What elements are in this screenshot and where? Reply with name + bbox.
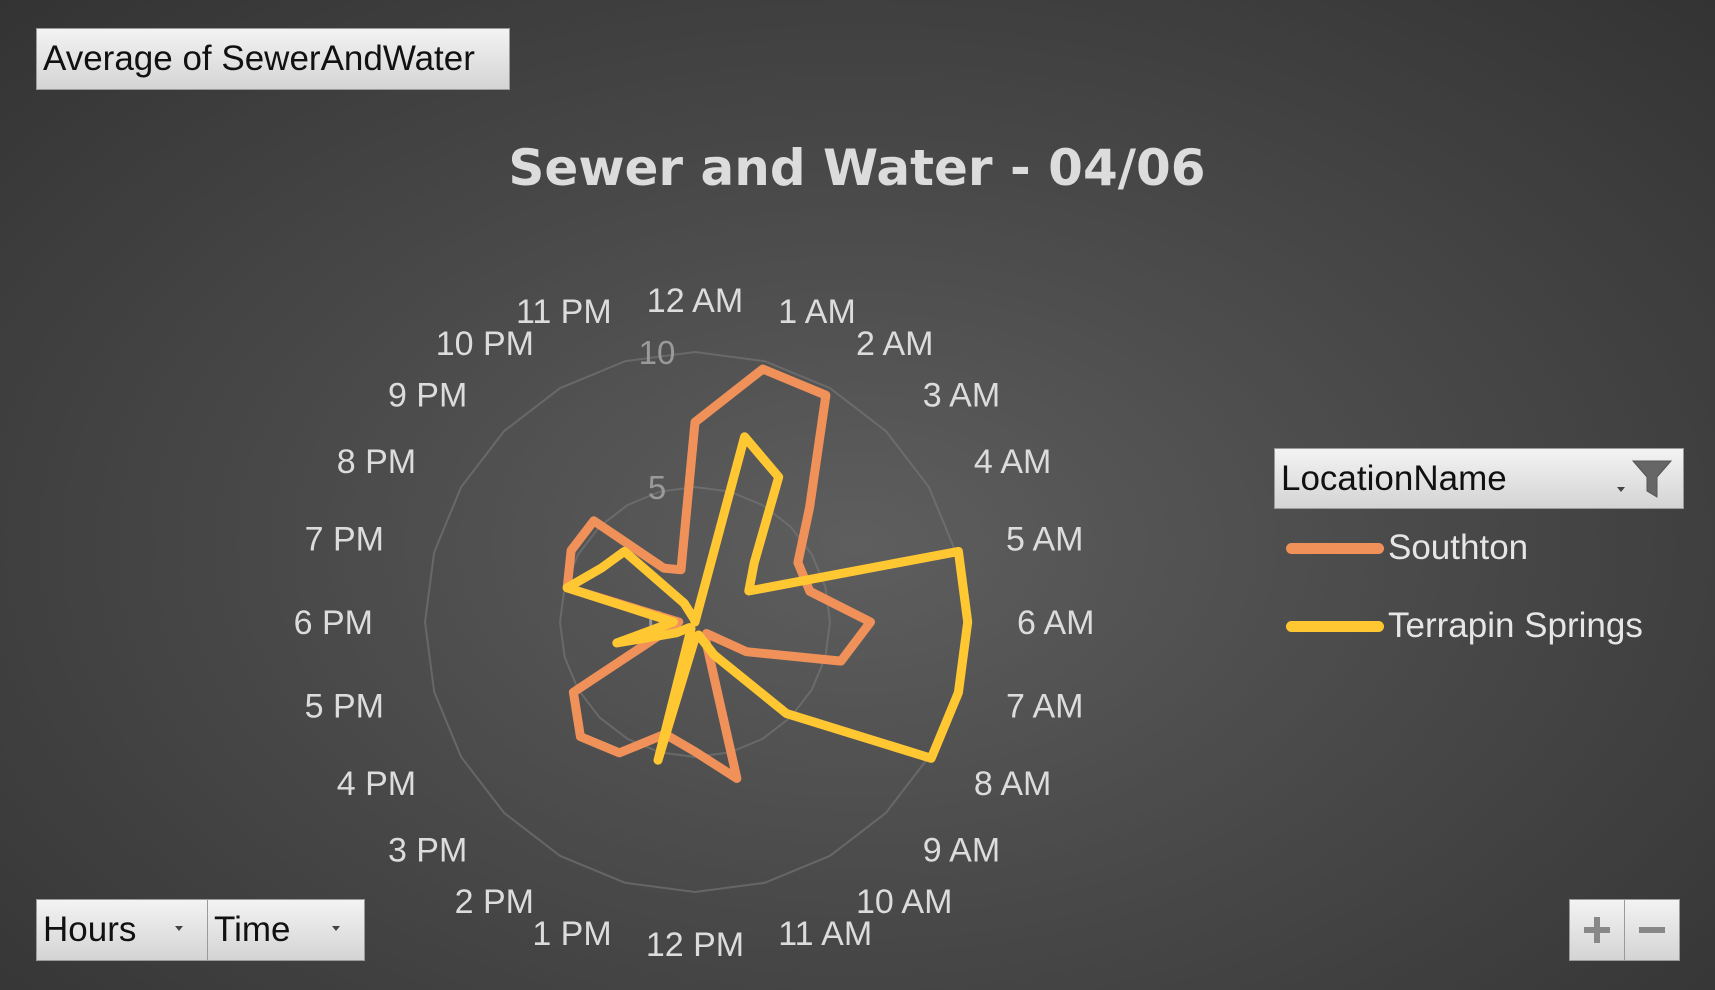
category-label: 6 AM xyxy=(1017,604,1094,642)
value-field-button[interactable]: Average of SewerAndWater xyxy=(36,28,510,90)
time-field-label: Time xyxy=(214,910,291,949)
filter-icon[interactable] xyxy=(1631,459,1673,499)
legend-swatch xyxy=(1286,543,1384,554)
grid-ring xyxy=(423,350,967,894)
category-label: 10 PM xyxy=(436,325,534,363)
radial-tick-label: 5 xyxy=(648,469,666,506)
dropdown-arrow-icon xyxy=(175,926,183,931)
value-field-label: Average of SewerAndWater xyxy=(43,39,475,78)
category-label: 12 AM xyxy=(647,282,743,320)
location-field-button[interactable]: LocationName xyxy=(1274,448,1684,509)
category-label: 9 AM xyxy=(923,832,1000,870)
hours-field-button[interactable]: Hours xyxy=(36,899,208,961)
hours-field-label: Hours xyxy=(43,910,137,949)
category-label: 4 AM xyxy=(974,443,1051,481)
radial-tick-label: 10 xyxy=(639,334,676,371)
category-label: 2 AM xyxy=(856,325,933,363)
category-label: 11 PM xyxy=(516,293,612,331)
category-label: 6 PM xyxy=(294,604,373,642)
radar-grid xyxy=(423,350,967,894)
plus-icon xyxy=(1584,917,1610,943)
category-labels: 12 AM 1 AM2 AM 3 AM 4 AM 5 AM 6 AM 7 AM 8 AM 9 A… xyxy=(294,282,1095,964)
location-field-label: LocationName xyxy=(1281,459,1507,498)
category-label: 1 PM xyxy=(532,915,611,953)
category-label: 10 AM xyxy=(856,883,952,921)
grid-ring xyxy=(558,485,832,759)
category-label: 7 AM xyxy=(1006,687,1083,725)
category-label: 3 AM xyxy=(923,376,1000,414)
minus-icon xyxy=(1639,927,1665,933)
category-label: 7 PM xyxy=(305,521,384,559)
dropdown-arrow-icon xyxy=(332,926,340,931)
collapse-field-button[interactable] xyxy=(1624,899,1680,961)
category-label: 1 AM xyxy=(778,293,855,331)
category-label: 8 AM xyxy=(974,765,1051,803)
legend-label: Southton xyxy=(1388,528,1529,567)
category-label: 8 PM xyxy=(337,443,416,481)
series-line-terrapin-springs xyxy=(562,432,973,765)
category-label: 5 PM xyxy=(305,687,384,725)
chart-title: Sewer and Water - 04/06 xyxy=(508,139,1205,197)
category-label: 2 PM xyxy=(455,883,534,921)
time-field-button[interactable]: Time xyxy=(207,899,365,961)
category-label: 11 AM xyxy=(778,915,872,953)
series-line-southton xyxy=(562,364,875,783)
legend-swatch xyxy=(1286,621,1384,632)
legend-label: Terrapin Springs xyxy=(1388,606,1643,645)
category-label: 12 PM xyxy=(646,926,744,964)
series-lines xyxy=(562,364,973,783)
expand-field-button[interactable] xyxy=(1569,899,1625,961)
category-label: 4 PM xyxy=(337,765,416,803)
category-label: 9 PM xyxy=(388,376,467,414)
dropdown-arrow-icon xyxy=(1617,487,1625,492)
category-label: 5 AM xyxy=(1006,521,1083,559)
category-label: 3 PM xyxy=(388,832,467,870)
